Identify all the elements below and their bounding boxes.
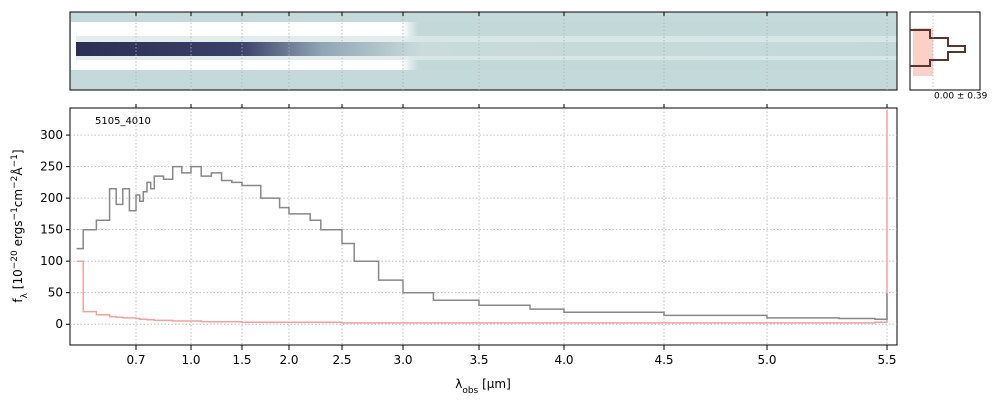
x-tick-label: 4.5 [654,353,673,367]
y-tick-label: 250 [40,160,63,174]
y-axis-label: fλ [10−20 ergs−1cm−2Å−1] [10,149,30,302]
object-label: 5105_4010 [95,116,151,127]
y-label-parts: f [11,298,25,303]
y-tick-label: 100 [40,254,63,268]
y-label-parts: [10 [11,269,25,293]
y-tick-label: 150 [40,223,63,237]
x-tick-label: 3.5 [469,353,488,367]
x-tick-label: 2.0 [279,353,298,367]
x-label-parts: λ [455,377,462,391]
x-tick-label: 3.0 [393,353,412,367]
y-label-parts: λ [20,292,30,298]
spectrum-line [76,109,888,324]
profile-panel [909,11,981,91]
y-label-parts: −1 [10,154,20,167]
x-tick-label: 0.7 [126,353,145,367]
x-tick-label: 2.5 [332,353,351,367]
x-tick-label: 5.0 [757,353,776,367]
x-tick-label: 5.5 [877,353,896,367]
x-axis-label: λobs [μm] [455,377,511,396]
y-label-parts: cm [11,189,25,207]
y-tick-label: 200 [40,191,63,205]
y-label-parts: −20 [10,250,20,269]
x-tick-label: 1.5 [232,353,251,367]
x-label-parts: [μm] [478,377,511,391]
y-tick-label: 300 [40,128,63,142]
x-tick-label: 4.0 [554,353,573,367]
plot-frame [69,107,898,346]
x-tick-label: 1.0 [181,353,200,367]
spectrum-line [76,165,888,320]
y-label-parts: ergs [11,220,25,250]
y-label-parts: −1 [10,207,20,220]
y-label-parts: ] [11,149,25,154]
y-tick-label: 50 [48,286,63,300]
y-tick-label: 0 [55,317,63,331]
x-label-parts: obs [462,386,478,396]
spectrum-2d [69,11,898,91]
y-label-parts: Å [10,167,25,176]
hist-label: 0.00 ± 0.39 [934,92,988,102]
y-label-parts: −2 [10,176,20,189]
